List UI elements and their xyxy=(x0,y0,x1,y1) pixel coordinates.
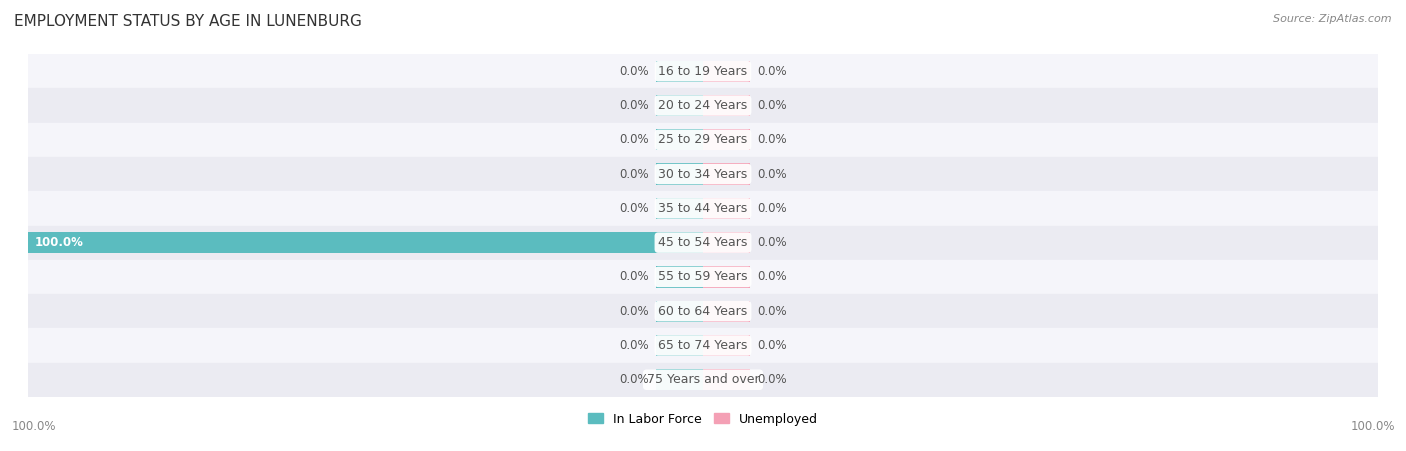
Bar xyxy=(28,88,1378,123)
Bar xyxy=(655,129,703,151)
Bar xyxy=(28,328,1378,363)
Bar xyxy=(655,369,703,391)
Bar xyxy=(655,60,703,82)
Bar xyxy=(703,266,751,288)
Bar xyxy=(28,123,1378,157)
Text: 0.0%: 0.0% xyxy=(620,133,650,146)
Bar xyxy=(703,129,751,151)
Text: 0.0%: 0.0% xyxy=(756,168,786,180)
Bar xyxy=(703,369,751,391)
Text: 0.0%: 0.0% xyxy=(620,339,650,352)
Legend: In Labor Force, Unemployed: In Labor Force, Unemployed xyxy=(582,406,824,432)
Bar xyxy=(28,157,1378,191)
Text: 0.0%: 0.0% xyxy=(620,168,650,180)
Text: 0.0%: 0.0% xyxy=(756,305,786,318)
Text: 20 to 24 Years: 20 to 24 Years xyxy=(658,99,748,112)
Bar xyxy=(655,300,703,322)
Bar xyxy=(28,226,1378,260)
Text: 16 to 19 Years: 16 to 19 Years xyxy=(658,65,748,78)
Text: 100.0%: 100.0% xyxy=(35,236,84,249)
Text: 0.0%: 0.0% xyxy=(756,202,786,215)
Bar xyxy=(28,54,1378,88)
Text: 100.0%: 100.0% xyxy=(1350,420,1395,433)
Text: 0.0%: 0.0% xyxy=(756,373,786,386)
Text: 45 to 54 Years: 45 to 54 Years xyxy=(658,236,748,249)
Bar xyxy=(703,163,751,185)
Text: 75 Years and over: 75 Years and over xyxy=(647,373,759,386)
Bar xyxy=(655,266,703,288)
Bar xyxy=(703,232,751,253)
Text: 65 to 74 Years: 65 to 74 Years xyxy=(658,339,748,352)
Text: 0.0%: 0.0% xyxy=(756,271,786,283)
Text: 30 to 34 Years: 30 to 34 Years xyxy=(658,168,748,180)
Bar xyxy=(703,60,751,82)
Text: 0.0%: 0.0% xyxy=(620,373,650,386)
Text: 0.0%: 0.0% xyxy=(756,65,786,78)
Bar xyxy=(655,95,703,116)
Text: 0.0%: 0.0% xyxy=(620,65,650,78)
Bar xyxy=(655,335,703,356)
Bar xyxy=(655,163,703,185)
Text: 55 to 59 Years: 55 to 59 Years xyxy=(658,271,748,283)
Text: 0.0%: 0.0% xyxy=(756,339,786,352)
Text: 60 to 64 Years: 60 to 64 Years xyxy=(658,305,748,318)
Bar xyxy=(28,232,703,253)
Text: 35 to 44 Years: 35 to 44 Years xyxy=(658,202,748,215)
Text: EMPLOYMENT STATUS BY AGE IN LUNENBURG: EMPLOYMENT STATUS BY AGE IN LUNENBURG xyxy=(14,14,361,28)
Text: 25 to 29 Years: 25 to 29 Years xyxy=(658,133,748,146)
Bar xyxy=(703,300,751,322)
Bar xyxy=(28,294,1378,328)
Text: 0.0%: 0.0% xyxy=(620,99,650,112)
Text: 0.0%: 0.0% xyxy=(756,133,786,146)
Bar xyxy=(703,95,751,116)
Bar xyxy=(28,260,1378,294)
Bar xyxy=(28,363,1378,397)
Bar xyxy=(655,198,703,219)
Text: 0.0%: 0.0% xyxy=(620,305,650,318)
Text: 100.0%: 100.0% xyxy=(11,420,56,433)
Text: 0.0%: 0.0% xyxy=(756,236,786,249)
Text: Source: ZipAtlas.com: Source: ZipAtlas.com xyxy=(1274,14,1392,23)
Text: 0.0%: 0.0% xyxy=(620,202,650,215)
Text: 0.0%: 0.0% xyxy=(756,99,786,112)
Bar xyxy=(28,191,1378,226)
Text: 0.0%: 0.0% xyxy=(620,271,650,283)
Bar xyxy=(703,198,751,219)
Bar xyxy=(703,335,751,356)
